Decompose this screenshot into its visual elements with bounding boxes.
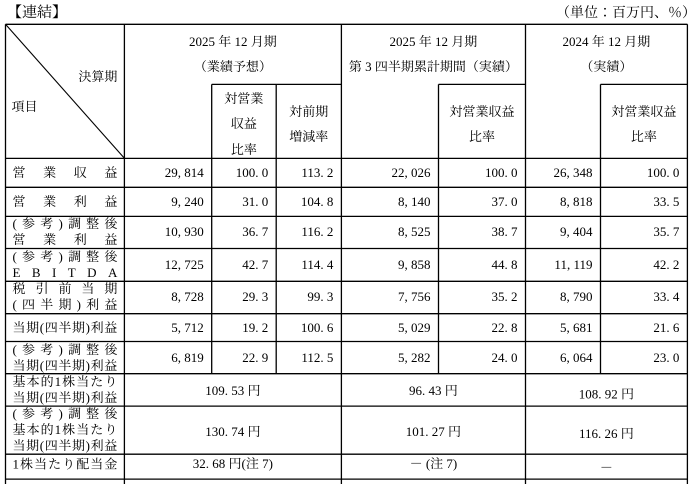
value-cell: 9, 240: [171, 193, 204, 209]
corner-header-cell: 決算期 項目: [6, 24, 125, 158]
value-cell: 42. 2: [653, 256, 680, 272]
value-cell: 5, 029: [397, 319, 431, 335]
value-cell: 8, 728: [171, 289, 204, 305]
value-cell: 108. 92 円: [578, 386, 635, 402]
value-cell: 9, 858: [397, 256, 431, 272]
row-label-basic-eps: 基本的 1 株当たり当期(四半期) 利益: [12, 373, 118, 405]
unit-note: （単位：百万円、％）: [556, 5, 694, 21]
value-cell: 101. 27 円: [405, 423, 462, 439]
value-cell: 100. 0: [235, 164, 269, 180]
value-cell: 42. 7: [242, 256, 269, 272]
value-cell: 32. 68 円(注 7): [192, 455, 273, 471]
value-cell: 8, 525: [397, 224, 431, 240]
value-cell: 22. 9: [242, 349, 269, 365]
value-cell: － (注 7): [409, 455, 458, 471]
value-cell: 26, 348: [553, 164, 593, 180]
value-cell: 8, 818: [559, 193, 593, 209]
row-label-operating-profit: 営業利益: [12, 193, 118, 209]
value-cell: 22, 026: [391, 164, 431, 180]
corner-fiscal-period-label: 決算期: [78, 69, 118, 85]
value-cell: 100. 0: [646, 164, 680, 180]
value-cell: 7, 756: [397, 289, 431, 305]
value-cell: 113. 2: [301, 164, 334, 180]
value-cell: 23. 0: [653, 349, 680, 365]
corner-item-label: 項目: [11, 98, 38, 114]
value-cell: 130. 74 円: [205, 423, 261, 439]
value-cell: 5, 282: [397, 349, 431, 365]
row-label-adjusted-basic-eps: (参考) 調整後基本的 1 株当たり当期(四半期) 利益: [12, 405, 118, 454]
value-cell: 9, 404: [559, 224, 593, 240]
sub-header-yoy-change-forecast: 対前期 増減率: [289, 103, 329, 144]
value-cell: 10, 930: [164, 224, 204, 240]
value-cell: 24. 0: [491, 349, 518, 365]
value-cell: 112. 5: [301, 349, 334, 365]
partial-row-cell: [6, 479, 125, 484]
value-cell: 22. 8: [491, 319, 518, 335]
header-spacer-cell: [525, 84, 600, 158]
row-label-profit: 当期(四半期) 利益: [12, 319, 118, 335]
value-cell: 96. 43 円: [409, 383, 458, 399]
value-cell: 44. 8: [491, 256, 518, 272]
row-label-operating-revenue: 営業収益: [12, 164, 118, 180]
value-cell: 33. 4: [653, 289, 680, 305]
value-cell: 8, 140: [397, 193, 431, 209]
column-group-title-q3-fy2025: 2025 年 12 月期 第 3 四半期累計期間（実績）: [348, 34, 518, 75]
value-cell: －: [599, 460, 613, 476]
value-cell: 31. 0: [242, 193, 269, 209]
value-cell: 104. 8: [300, 193, 334, 209]
value-cell: 36. 7: [242, 224, 269, 240]
header-spacer-cell: [341, 84, 438, 158]
value-cell: 12, 725: [164, 256, 204, 272]
value-cell: 100. 6: [300, 319, 334, 335]
value-cell: 21. 6: [653, 319, 680, 335]
value-cell: 6, 819: [171, 349, 204, 365]
value-cell: 33. 5: [653, 193, 680, 209]
value-cell: 100. 0: [484, 164, 518, 180]
value-cell: 114. 4: [301, 256, 334, 272]
row-label-adjusted-ebitda: (参考) 調整後 E B I T D A: [12, 248, 118, 280]
header-spacer-cell: [124, 84, 211, 158]
row-label-adjusted-operating-profit: (参考) 調整後営業利益: [12, 216, 118, 248]
value-cell: 5, 681: [559, 319, 593, 335]
value-cell: 38. 7: [491, 224, 518, 240]
value-cell: 116. 26 円: [579, 425, 634, 441]
column-group-title-forecast-fy2025: 2025 年 12 月期 （業績予想）: [189, 34, 277, 75]
sub-header-ratio-to-revenue-forecast: 対営業 収益 比率: [224, 91, 264, 157]
sub-header-ratio-to-revenue-fy2024: 対営業収益 比率: [611, 103, 677, 144]
value-cell: 8, 790: [559, 289, 593, 305]
column-group-title-fy2024: 2024 年 12 月期 （実績）: [562, 34, 651, 75]
value-cell: 109. 53 円: [205, 383, 261, 399]
section-label: 【連結】: [7, 5, 68, 21]
partial-row-cell: [525, 479, 687, 484]
partial-row-cell: [341, 479, 525, 484]
value-cell: 29. 3: [242, 289, 269, 305]
value-cell: 37. 0: [491, 193, 518, 209]
value-cell: 116. 2: [301, 224, 334, 240]
value-cell: 35. 2: [491, 289, 518, 305]
value-cell: 5, 712: [171, 319, 204, 335]
value-cell: 29, 814: [164, 164, 204, 180]
partial-row-cell: [124, 479, 341, 484]
row-label-profit-before-tax: 税引前当期(四半期) 利益: [12, 281, 118, 313]
value-cell: 35. 7: [653, 224, 680, 240]
row-label-adjusted-profit: (参考) 調整後当期(四半期) 利益: [12, 341, 118, 373]
value-cell: 6, 064: [559, 349, 593, 365]
results-table: 決算期 項目 2025 年 12 月期 （業績予想） 2025 年 12 月期 …: [6, 24, 688, 484]
value-cell: 19. 2: [242, 319, 269, 335]
sub-header-ratio-to-revenue-q3: 対営業収益 比率: [449, 103, 515, 144]
value-cell: 99. 3: [307, 289, 334, 305]
value-cell: 11, 119: [554, 256, 593, 272]
